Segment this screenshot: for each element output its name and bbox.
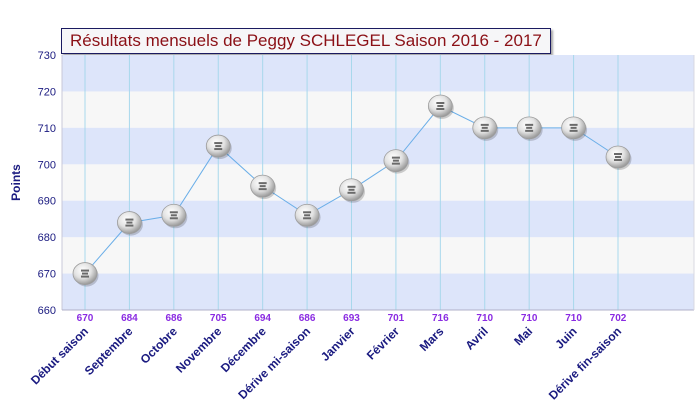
y-tick-label: 730 [38, 50, 56, 62]
marker-logo-stripe [525, 123, 534, 126]
marker-logo-stripe [303, 211, 312, 214]
marker-logo-stripe [82, 272, 88, 275]
marker-logo-stripe [303, 217, 312, 220]
marker-logo-stripe [215, 145, 222, 148]
plot-background [62, 55, 694, 310]
data-value-label: 694 [254, 313, 271, 324]
marker-logo-stripe [480, 129, 489, 132]
x-tick-label: Début saison [28, 324, 91, 387]
data-value-label: 684 [121, 313, 138, 324]
marker-logo-stripe [347, 185, 356, 188]
data-point-marker [161, 203, 188, 229]
marker-logo-stripe [481, 126, 488, 129]
marker-logo-stripe [258, 182, 267, 185]
grid-band [62, 127, 694, 165]
data-point-marker [339, 178, 365, 203]
data-point-marker [250, 174, 277, 200]
marker-logo-stripe [169, 211, 178, 214]
data-value-label: 705 [210, 313, 227, 324]
data-point-marker [383, 149, 410, 174]
data-value-label: 686 [165, 313, 182, 324]
data-value-label: 710 [521, 313, 538, 324]
x-tick-label: Janvier [318, 324, 358, 364]
data-point-marker [561, 116, 588, 141]
data-point-marker [117, 211, 143, 236]
data-value-label: 670 [77, 313, 94, 324]
marker-logo-stripe [259, 185, 266, 188]
data-point-marker [72, 262, 99, 287]
x-tick-label: Octobre [138, 324, 181, 367]
grid-band [62, 200, 694, 238]
marker-logo-stripe [169, 217, 178, 220]
marker-logo-stripe [348, 188, 355, 191]
chart-title: Résultats mensuels de Peggy SCHLEGEL Sai… [61, 28, 551, 54]
data-point-marker [205, 134, 232, 160]
grid-band [62, 55, 694, 92]
marker-logo-stripe [614, 159, 622, 161]
marker-logo-stripe [170, 214, 177, 217]
y-tick-label: 690 [38, 196, 56, 208]
marker-logo-stripe [391, 156, 400, 159]
x-tick-label: Février [364, 324, 402, 362]
marker-logo-stripe [570, 126, 577, 129]
marker-logo-stripe [437, 105, 444, 107]
x-tick-label: Septembre [82, 324, 136, 378]
x-tick-label: Mars [417, 324, 447, 354]
marker-logo-stripe [526, 126, 533, 129]
x-tick-label: Novembre [173, 324, 225, 376]
marker-logo-stripe [214, 142, 223, 145]
marker-logo-stripe [81, 275, 89, 278]
grid-band [62, 273, 694, 310]
data-value-label: 693 [343, 313, 360, 324]
x-tick-label: Mai [511, 324, 535, 348]
data-point-marker [294, 203, 321, 229]
marker-logo-stripe [525, 129, 534, 132]
y-tick-label: 710 [38, 123, 56, 135]
data-value-label: 701 [388, 313, 405, 324]
marker-logo-stripe [347, 191, 356, 194]
data-point-marker [472, 116, 499, 141]
marker-logo-stripe [125, 224, 134, 227]
marker-logo-stripe [436, 102, 445, 104]
marker-logo-stripe [614, 153, 622, 155]
marker-logo-stripe [391, 162, 400, 165]
marker-logo-stripe [126, 221, 133, 224]
data-value-label: 710 [476, 313, 493, 324]
x-tick-label: Juin [552, 324, 579, 351]
marker-logo-stripe [125, 218, 134, 221]
marker-logo-stripe [480, 123, 489, 126]
marker-logo-stripe [392, 159, 399, 162]
y-tick-label: 720 [38, 86, 56, 98]
y-tick-label: 660 [38, 305, 56, 317]
data-value-label: 702 [610, 313, 627, 324]
y-tick-label: 680 [38, 232, 56, 244]
y-axis-title: Points [9, 164, 23, 201]
data-value-label: 710 [565, 313, 582, 324]
marker-logo-stripe [214, 148, 223, 151]
marker-logo-stripe [81, 269, 89, 272]
data-value-label: 686 [299, 313, 316, 324]
y-tick-label: 700 [38, 159, 56, 171]
data-value-label: 716 [432, 313, 449, 324]
data-point-marker [605, 145, 632, 170]
marker-logo-stripe [569, 129, 578, 132]
marker-logo-stripe [569, 123, 578, 126]
marker-logo-stripe [304, 214, 311, 217]
marker-logo-stripe [436, 108, 445, 110]
marker-logo-stripe [258, 188, 267, 191]
x-tick-label: Avril [462, 324, 490, 352]
data-point-marker [427, 94, 454, 119]
marker-logo-stripe [615, 156, 621, 158]
data-point-marker [516, 116, 543, 141]
y-tick-label: 670 [38, 269, 56, 281]
